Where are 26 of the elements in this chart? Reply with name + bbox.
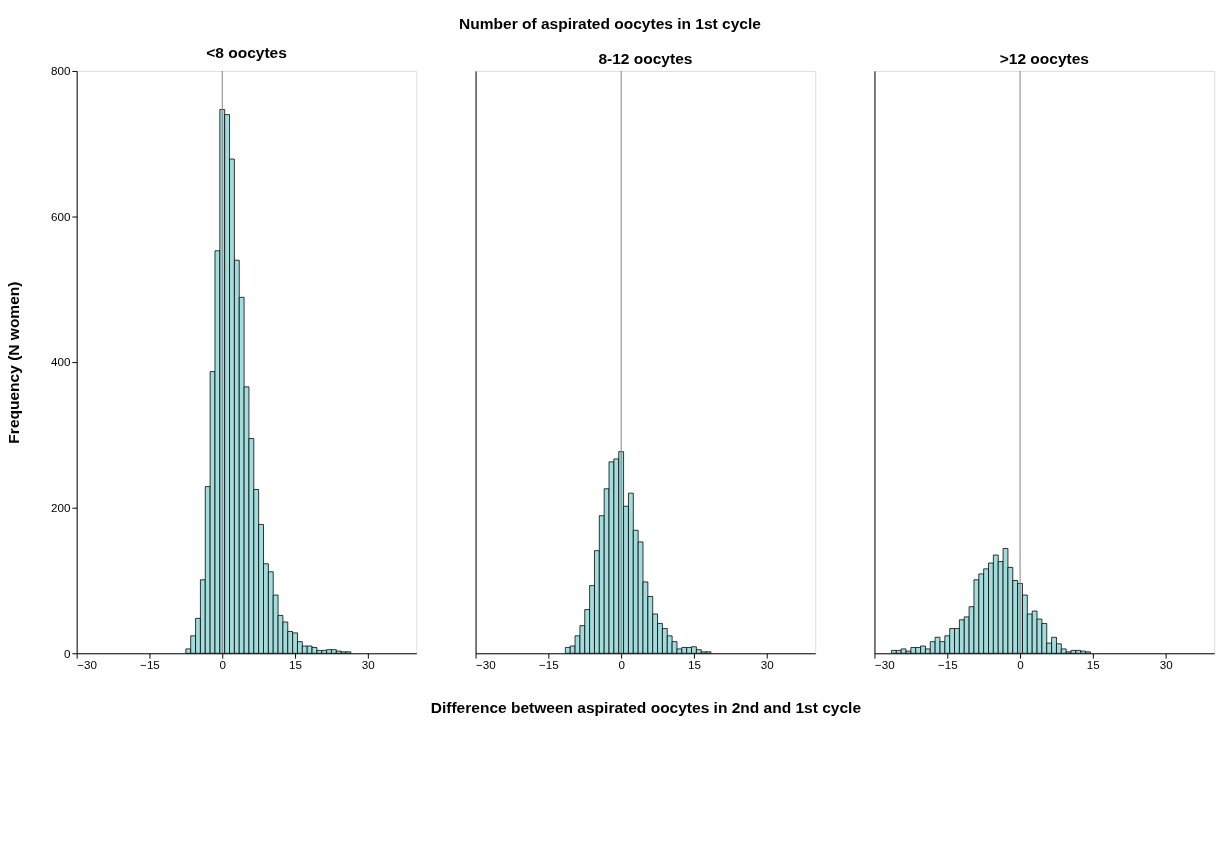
x-tick-label: 0 — [219, 658, 227, 672]
x-tick-label: 30 — [1159, 658, 1174, 672]
y-tick-label: 600 — [50, 209, 71, 223]
chart-title: <8 oocytes — [206, 44, 287, 62]
y-tick-label: 400 — [50, 355, 71, 369]
x-tick-label: −15 — [140, 658, 160, 672]
x-tick-label: 30 — [760, 658, 775, 672]
x-axis-title: Difference between aspirated oocytes in 2nd and 1st cycle — [430, 698, 862, 716]
y-tick-label: 800 — [50, 64, 71, 78]
x-tick-label: −30 — [77, 658, 98, 672]
x-tick-label: 0 — [1017, 658, 1025, 672]
text: Number of aspirated oocytes in 1st cycle — [459, 14, 762, 32]
x-tick-label: 15 — [687, 658, 701, 672]
x-tick-label: 15 — [1086, 658, 1100, 672]
y-tick-label: 200 — [50, 501, 71, 515]
x-tick-label: 15 — [289, 658, 303, 672]
x-tick-label: 30 — [361, 658, 376, 672]
y-tick-label: 0 — [63, 646, 71, 660]
y-axis-title: Frequency (N women) — [4, 281, 22, 444]
chart-title: >12 oocytes — [999, 49, 1089, 67]
chart-title: 8-12 oocytes — [598, 49, 693, 67]
x-tick-label: −15 — [937, 658, 958, 672]
x-tick-label: −30 — [874, 658, 896, 672]
x-tick-label: −15 — [538, 658, 559, 672]
x-tick-label: −30 — [476, 658, 497, 672]
x-tick-label: 0 — [618, 658, 626, 672]
